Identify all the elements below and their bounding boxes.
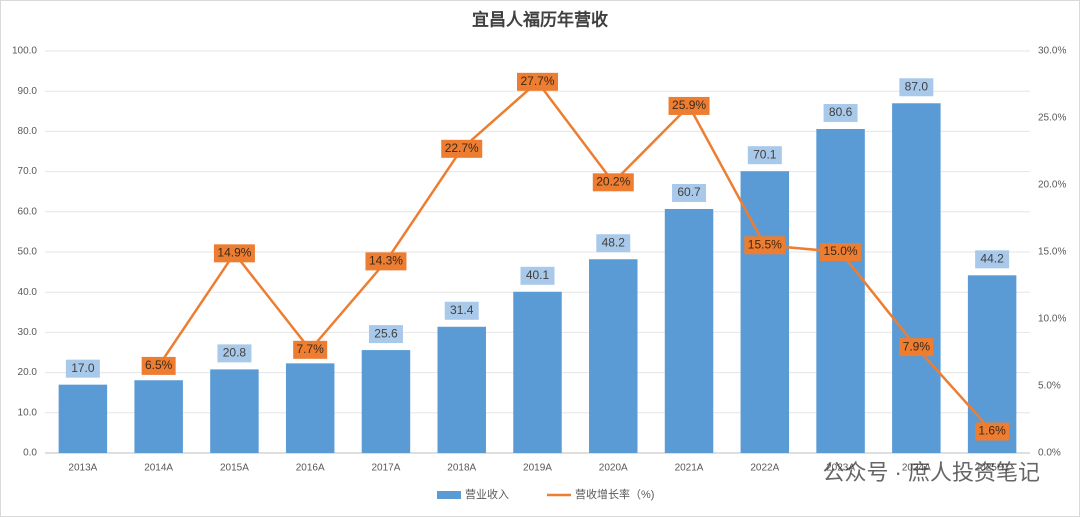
y-tick-label: 60.0: [18, 206, 38, 217]
value-label: 14.9%: [217, 246, 251, 260]
value-label: 20.8: [223, 346, 247, 360]
value-label: 15.5%: [748, 237, 782, 251]
bar: [513, 291, 562, 453]
x-tick-label: 2014A: [144, 463, 173, 474]
value-label-bg: [820, 243, 862, 261]
value-label-bg: [217, 344, 252, 363]
value-label: 14.3%: [369, 254, 403, 268]
value-label: 70.1: [753, 147, 777, 161]
bar: [58, 384, 108, 453]
value-label-bg: [444, 301, 479, 320]
bar: [664, 208, 714, 453]
y-tick-label: 70.0: [18, 166, 38, 177]
y-tick-label: 50.0: [18, 247, 38, 258]
y-tick-label: 0.0: [23, 448, 37, 459]
value-label-bg: [668, 96, 710, 115]
value-label-bg: [365, 252, 407, 271]
y-tick-label: 90.0: [18, 86, 38, 97]
x-tick-label: 2016A: [296, 463, 325, 474]
y2-tick-label: 5.0%: [1038, 381, 1061, 392]
value-label-bg: [293, 340, 328, 359]
y-tick-label: 20.0: [18, 367, 38, 378]
value-label-bg: [141, 356, 176, 375]
chart-title: 宜昌人福历年营收: [472, 9, 608, 29]
y-tick-label: 40.0: [18, 287, 38, 298]
x-tick-label: 2024A: [902, 463, 931, 474]
y-tick-label: 30.0: [18, 327, 38, 338]
y-tick-label: 80.0: [18, 126, 38, 137]
value-label: 22.7%: [445, 141, 479, 155]
value-label: 44.2: [980, 251, 1004, 265]
x-tick-label: 2013A: [68, 463, 97, 474]
bar: [134, 380, 183, 453]
x-tick-label: 2020A: [599, 463, 628, 474]
value-label: 31.4: [450, 303, 474, 317]
bar: [589, 259, 638, 453]
value-label-bg: [596, 234, 631, 253]
legend-label: 营业收入: [465, 487, 509, 501]
y2-tick-label: 0.0%: [1038, 448, 1061, 459]
y2-tick-label: 25.0%: [1038, 113, 1066, 124]
value-label-bg: [592, 173, 634, 192]
x-tick-label: 2023A: [826, 463, 855, 474]
value-label: 27.7%: [520, 74, 554, 88]
value-label-bg: [517, 72, 558, 91]
value-label-bg: [747, 146, 782, 165]
legend-label: 营收增长率（%): [575, 487, 654, 501]
legend-swatch: [437, 491, 461, 499]
value-label-bg: [672, 183, 707, 202]
bar: [210, 369, 259, 453]
bar: [361, 350, 411, 453]
value-label: 1.6%: [978, 424, 1006, 438]
value-label-bg: [744, 236, 786, 255]
x-tick-label: 2018A: [447, 463, 476, 474]
value-label: 60.7: [677, 185, 701, 199]
bar: [816, 128, 865, 453]
value-label-bg: [975, 422, 1010, 441]
value-label-bg: [213, 244, 255, 263]
x-tick-label: 2015A: [220, 463, 249, 474]
y-tick-label: 100.0: [12, 46, 37, 57]
line: [157, 79, 994, 433]
value-label: 87.0: [905, 79, 929, 93]
x-tick-label: 2021A: [675, 463, 704, 474]
value-label: 20.2%: [596, 174, 630, 188]
value-label: 25.9%: [672, 98, 706, 112]
y-tick-label: 10.0: [18, 407, 38, 418]
value-label: 7.7%: [297, 342, 325, 356]
x-tick-label: 2019A: [523, 463, 552, 474]
value-label: 7.9%: [903, 339, 931, 353]
y2-tick-label: 10.0%: [1038, 314, 1066, 325]
bar: [285, 363, 335, 453]
value-label: 40.1: [526, 268, 550, 282]
value-label: 80.6: [829, 105, 853, 119]
value-label-bg: [520, 266, 555, 285]
value-label: 15.0%: [824, 244, 858, 258]
y2-tick-label: 20.0%: [1038, 180, 1066, 191]
value-label: 48.2: [602, 235, 626, 249]
value-label: 6.5%: [145, 358, 173, 372]
bar: [437, 326, 486, 453]
bar: [892, 103, 941, 453]
value-label-bg: [65, 359, 100, 378]
value-label: 17.0: [71, 361, 95, 375]
x-tick-label: 2017A: [372, 463, 401, 474]
value-label-bg: [899, 78, 934, 97]
x-tick-label: 2025H1: [975, 463, 1010, 474]
value-label-bg: [823, 103, 858, 122]
watermark: 公众号 · 庶人投资笔记: [822, 460, 1040, 485]
value-label-bg: [368, 325, 403, 344]
y2-tick-label: 15.0%: [1038, 247, 1066, 258]
y2-tick-label: 30.0%: [1038, 46, 1066, 57]
x-tick-label: 2022A: [750, 463, 779, 474]
value-label-bg: [441, 139, 483, 158]
value-label-bg: [975, 250, 1010, 269]
value-label: 25.6: [374, 326, 398, 340]
value-label-bg: [899, 338, 934, 357]
